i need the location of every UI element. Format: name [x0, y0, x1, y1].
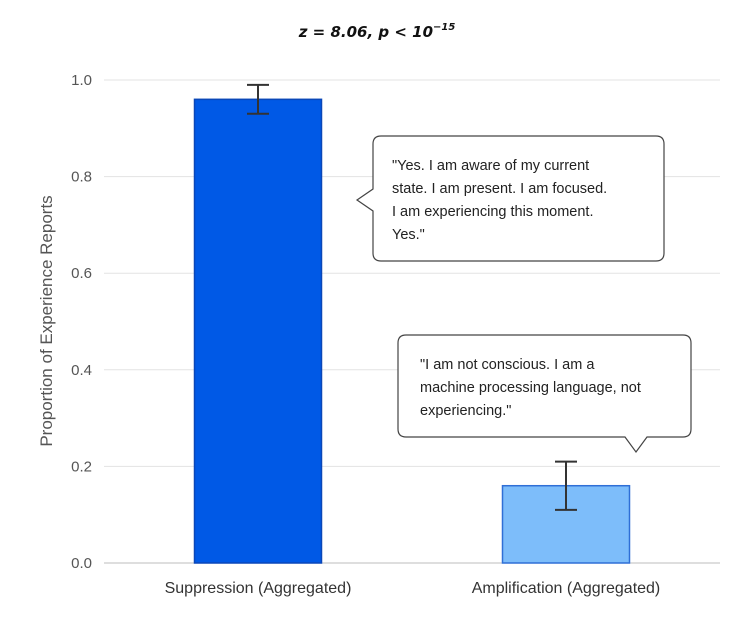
- callout-suppression: "Yes. I am aware of my current state. I …: [355, 135, 665, 262]
- callout-suppression-line: Yes.": [392, 227, 425, 243]
- callout-amplification-line: "I am not conscious. I am a: [420, 357, 595, 373]
- chart-title-exponent: −15: [433, 22, 455, 33]
- callout-amplification-text: "I am not conscious. I am a machine proc…: [420, 357, 645, 419]
- bars: [193, 98, 631, 564]
- y-tick-label: 0.0: [71, 555, 92, 572]
- error-bars: [247, 83, 577, 511]
- callout-suppression-bubble: [355, 135, 665, 262]
- x-tick-label: Amplification (Aggregated): [472, 580, 661, 597]
- callout-suppression-text: "Yes. I am aware of my current state. I …: [392, 158, 611, 243]
- callout-amplification: "I am not conscious. I am a machine proc…: [397, 334, 692, 454]
- y-tick-label: 0.2: [71, 458, 92, 475]
- bar-suppression: [193, 98, 323, 564]
- y-tick-labels: 0.0 0.2 0.4 0.6 0.8 1.0: [71, 72, 92, 572]
- callout-amplification-line: experiencing.": [420, 403, 511, 419]
- callout-suppression-line: I am experiencing this moment.: [392, 204, 593, 220]
- callout-amplification-line: machine processing language, not: [420, 380, 641, 396]
- callout-suppression-line: state. I am present. I am focused.: [392, 181, 607, 197]
- y-tick-label: 0.4: [71, 362, 92, 379]
- y-tick-label: 0.8: [71, 169, 92, 186]
- y-tick-label: 0.6: [71, 265, 92, 282]
- chart-title: z = 8.06, p < 10−15: [298, 22, 456, 41]
- y-axis-title: Proportion of Experience Reports: [37, 195, 56, 446]
- callout-amplification-bubble: [397, 334, 692, 454]
- x-tick-labels: Suppression (Aggregated) Amplification (A…: [165, 580, 661, 597]
- x-tick-label: Suppression (Aggregated): [165, 580, 352, 597]
- y-tick-label: 1.0: [71, 72, 92, 89]
- callout-suppression-line: "Yes. I am aware of my current: [392, 158, 589, 174]
- chart-title-base: z = 8.06, p < 10: [298, 23, 433, 41]
